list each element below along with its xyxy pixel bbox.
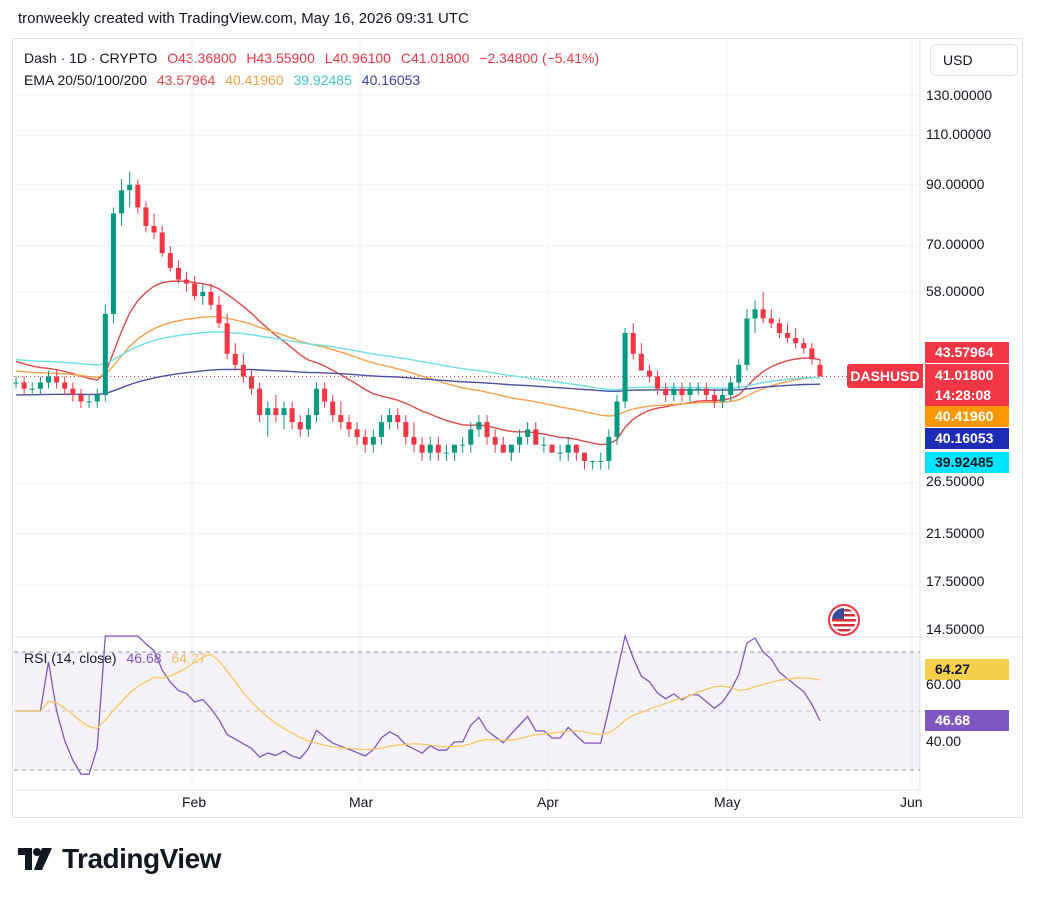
chart-frame: [12, 38, 1023, 818]
ema-label[interactable]: EMA 20/50/100/200: [24, 72, 147, 88]
tradingview-logo[interactable]: TradingView: [18, 843, 221, 875]
price-tick: 14.50000: [926, 621, 985, 637]
ema20-value: 43.57964: [156, 72, 216, 88]
ema20-tag: 43.57964: [925, 342, 1009, 363]
time-tick: Mar: [349, 794, 374, 810]
brand-name: TradingView: [62, 843, 221, 874]
price-tick: 17.50000: [926, 573, 985, 589]
rsi-value: 46.68: [126, 650, 162, 666]
time-tick: May: [714, 794, 741, 810]
us-flag-icon[interactable]: [828, 604, 860, 636]
price-tick: 110.00000: [926, 126, 992, 142]
chart-header: tronweekly created with TradingView.com,…: [18, 10, 469, 27]
open-value: O43.36800: [167, 50, 237, 66]
time-tick: Jun: [900, 794, 923, 810]
rsi-value-tag: 46.68: [925, 710, 1009, 731]
currency-button[interactable]: USD: [930, 44, 1018, 76]
price-tick: 90.00000: [926, 176, 985, 192]
change-value: −2.34800 (−5.41%): [479, 50, 600, 66]
ohlc-legend: Dash · 1D · CRYPTO O43.36800 H43.55900 L…: [24, 50, 605, 66]
price-tick: 21.50000: [926, 525, 985, 541]
high-value: H43.55900: [246, 50, 315, 66]
ema50-value: 40.41960: [225, 72, 284, 88]
ema200-tag: 40.16053: [925, 428, 1009, 449]
price-tick: 58.00000: [926, 283, 985, 299]
price-tick: 130.00000: [926, 87, 993, 103]
ema200-value: 40.16053: [361, 72, 421, 88]
price-tick: 26.50000: [926, 473, 985, 489]
ema-legend: EMA 20/50/100/200 43.57964 40.41960 39.9…: [24, 72, 426, 88]
rsi-tick: 60.00: [926, 676, 962, 692]
symbol-tag: DASHUSD: [847, 364, 923, 388]
ema100-value: 39.92485: [293, 72, 352, 88]
price-tick: 70.00000: [926, 236, 985, 252]
rsi-ma-value: 64.27: [171, 650, 207, 666]
last-price: 41.01800: [935, 367, 994, 383]
time-tick: Feb: [182, 794, 207, 810]
close-value: C41.01800: [400, 50, 470, 66]
rsi-label[interactable]: RSI (14, close): [24, 650, 117, 666]
tradingview-logo-icon: [18, 848, 52, 870]
low-value: L40.96100: [324, 50, 391, 66]
time-tick: Apr: [537, 794, 559, 810]
rsi-ma-tag: 64.27: [925, 659, 1009, 680]
countdown: 14:28:08: [935, 387, 992, 403]
last-price-tag: 41.01800 14:28:08: [925, 364, 1009, 406]
rsi-legend: RSI (14, close) 46.68 64.27: [24, 650, 212, 666]
rsi-tick: 40.00: [926, 733, 962, 749]
symbol-label[interactable]: Dash · 1D · CRYPTO: [24, 50, 158, 66]
ema100-tag: 39.92485: [925, 452, 1009, 473]
ema50-tag: 40.41960: [925, 406, 1009, 427]
